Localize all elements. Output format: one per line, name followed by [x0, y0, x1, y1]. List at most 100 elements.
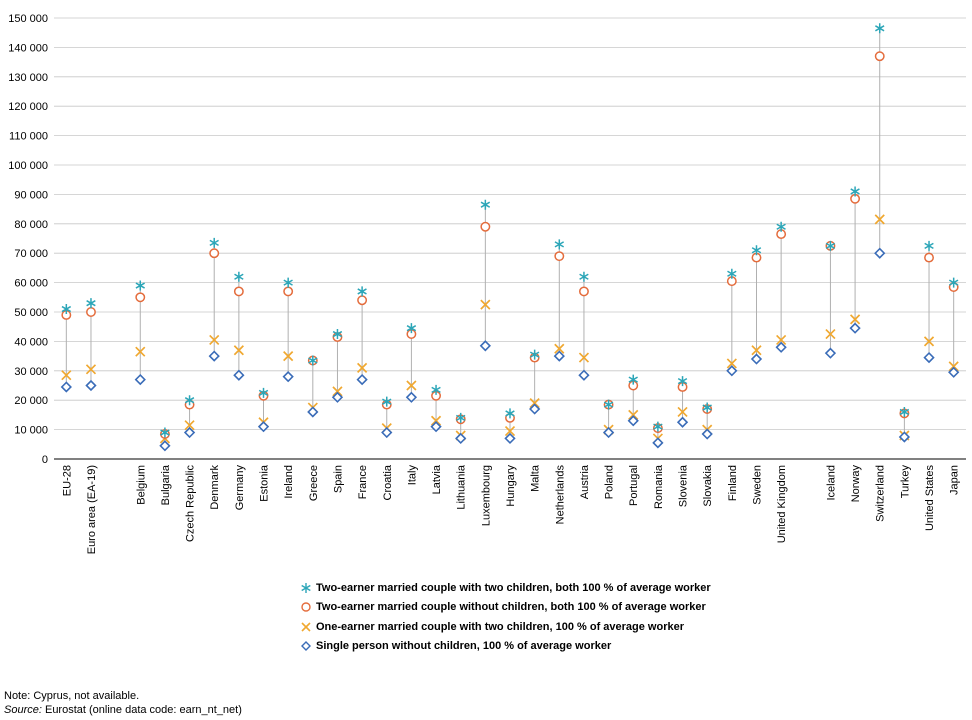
data-point-diamond: [553, 350, 565, 362]
y-tick-label: 50 000: [14, 307, 48, 319]
data-point-diamond: [134, 373, 146, 386]
data-point-x: [233, 345, 244, 356]
legend-label: Single person without children, 100 % of…: [316, 640, 612, 653]
legend-item-two-earner-without-children: Two-earner married couple without childr…: [300, 598, 711, 618]
data-point-circle: [874, 51, 885, 62]
data-point-diamond: [282, 371, 294, 383]
data-point-diamond: [60, 381, 72, 393]
data-point-diamond: [257, 421, 270, 433]
data-point-star: [554, 239, 565, 250]
data-point-circle: [209, 248, 220, 259]
x-tick-label: United Kingdom: [776, 465, 788, 543]
x-tick-label: Belgium: [135, 465, 147, 505]
legend-label: Two-earner married couple with two child…: [316, 581, 711, 594]
y-tick-label: 80 000: [14, 219, 48, 231]
data-point-star: [406, 323, 417, 334]
data-point-x: [135, 346, 146, 357]
data-point-x: [726, 358, 737, 369]
x-tick-label: Denmark: [209, 465, 221, 510]
data-point-star: [160, 427, 170, 438]
x-tick-label: Turkey: [899, 465, 911, 499]
data-point-star: [135, 280, 145, 291]
data-point-star: [776, 221, 786, 232]
x-tick-label: Hungary: [505, 465, 517, 507]
data-point-x: [332, 386, 343, 397]
data-point-circle: [233, 286, 244, 297]
data-point-star: [727, 268, 737, 279]
data-point-diamond: [504, 432, 516, 445]
x-tick-label: Switzerland: [875, 465, 887, 522]
x-tick-label: Finland: [727, 465, 739, 501]
data-point-star: [258, 387, 269, 398]
data-point-diamond: [824, 347, 837, 359]
data-point-circle: [283, 286, 294, 297]
x-tick-label: Slovenia: [678, 464, 690, 507]
x-tick-label: United States: [924, 465, 936, 532]
star-marker-icon: [301, 582, 311, 593]
data-point-diamond: [923, 351, 935, 364]
y-tick-label: 0: [42, 454, 48, 466]
data-point-star: [357, 286, 367, 297]
x-tick-label: Germany: [234, 465, 246, 511]
data-point-diamond: [405, 391, 418, 403]
diamond-marker-icon: [301, 641, 311, 652]
x-tick-label: Slovakia: [702, 464, 714, 506]
x-tick-label: Czech Republic: [185, 465, 197, 543]
data-point-x: [406, 380, 417, 391]
source-text: Eurostat (online data code: earn_nt_net): [41, 704, 242, 716]
data-point-star: [875, 23, 885, 34]
x-tick-label: Lithuania: [456, 464, 468, 510]
data-point-diamond: [85, 379, 97, 392]
data-point-diamond: [726, 365, 738, 377]
data-point-star: [209, 237, 219, 248]
source-label: Source:: [4, 704, 42, 716]
data-point-x: [357, 362, 368, 373]
data-point-diamond: [208, 350, 220, 362]
data-point-circle: [135, 292, 146, 303]
data-point-x: [184, 420, 195, 431]
data-point-star: [948, 277, 959, 288]
data-point-diamond: [898, 431, 911, 443]
scatter-chart: 0 10 000 20 000 30 000 40 000 50 000 60 000 70 …: [8, 13, 966, 554]
data-point-x: [874, 214, 885, 225]
data-point-diamond: [307, 406, 319, 418]
data-point-star: [628, 374, 638, 385]
y-tick-label: 90 000: [14, 189, 48, 201]
data-point-circle: [924, 252, 934, 263]
data-point-star: [579, 271, 589, 282]
data-point-diamond: [874, 247, 886, 259]
data-point-diamond: [183, 426, 196, 439]
y-tick-label: 40 000: [14, 336, 48, 348]
data-point-circle: [357, 295, 368, 306]
circle-marker-icon: [301, 602, 311, 612]
data-point-x: [85, 364, 97, 375]
x-tick-label: Netherlands: [554, 465, 566, 525]
y-tick-label: 70 000: [14, 248, 48, 260]
footnote-note: Note: Cyprus, not available.: [4, 690, 140, 702]
data-point-star: [899, 406, 910, 417]
data-point-star: [332, 329, 343, 340]
data-point-diamond: [529, 403, 541, 415]
data-point-diamond: [356, 373, 368, 386]
data-point-star: [308, 355, 318, 366]
data-point-star: [431, 384, 441, 395]
legend-item-single-person: Single person without children, 100 % of…: [300, 637, 711, 657]
y-tick-label: 140 000: [8, 42, 48, 54]
x-tick-label: Latvia: [431, 464, 443, 494]
data-point-diamond: [455, 432, 467, 445]
data-point-diamond: [233, 369, 245, 381]
x-tick-label: Euro area (EA-19): [86, 465, 98, 554]
data-point-x: [825, 328, 836, 340]
legend-label: One-earner married couple with two child…: [316, 620, 685, 633]
data-point-star: [382, 396, 392, 407]
x-tick-label: Japan: [949, 465, 961, 495]
x-marker-icon: [301, 622, 311, 632]
data-point-circle: [578, 286, 589, 297]
x-tick-label: Luxembourg: [480, 465, 492, 526]
data-point-diamond: [701, 428, 713, 440]
x-tick-label: Ireland: [283, 465, 295, 499]
data-point-diamond: [479, 340, 491, 352]
data-point-diamond: [750, 353, 763, 365]
x-tick-label: Sweden: [751, 465, 763, 505]
y-tick-label: 110 000: [9, 131, 48, 143]
